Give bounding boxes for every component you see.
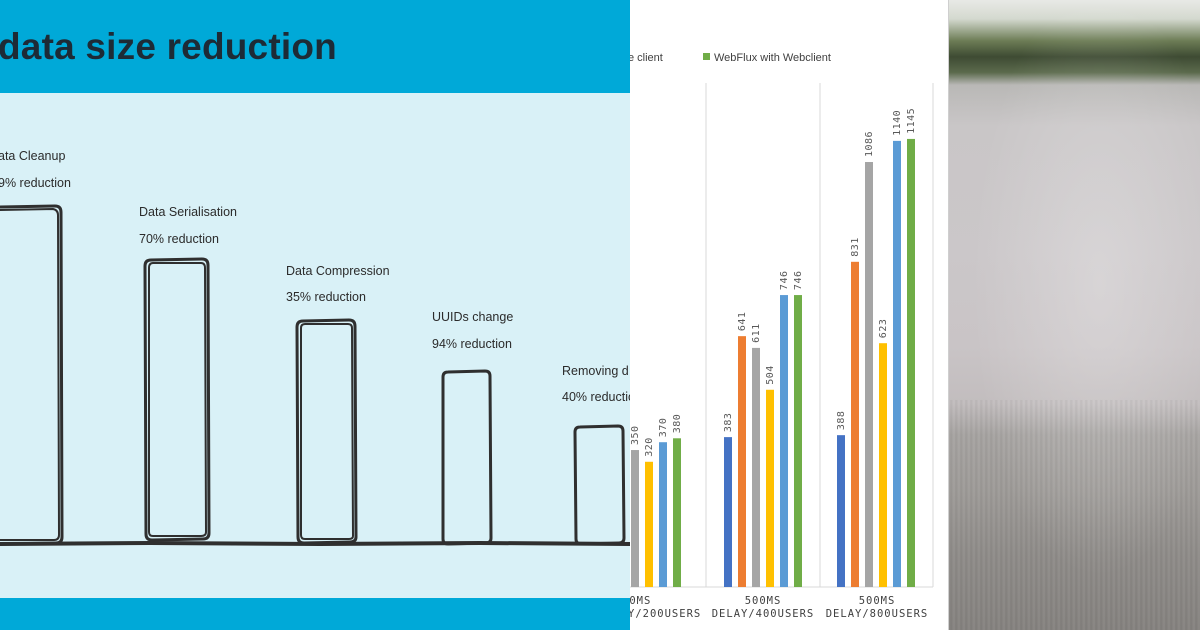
bar-label-s4-c1: 320 xyxy=(644,437,655,457)
sketch-bar-1 xyxy=(0,204,64,546)
bar-label-s4-c3: 623 xyxy=(878,319,889,339)
photo-haze xyxy=(949,0,1200,630)
bars-layer xyxy=(631,138,915,587)
bar-label-s1-c3: 388 xyxy=(836,411,847,431)
bar-label-s1-c2: 383 xyxy=(723,413,734,433)
step-5-name: Removing d xyxy=(562,364,629,378)
category-3-line-2: DELAY/800USERS xyxy=(826,608,929,620)
bar-label-s5-c1: 370 xyxy=(658,418,669,438)
sketch-bar-4 xyxy=(441,369,493,546)
step-4-name: UUIDs change xyxy=(432,310,514,324)
bar-s3-c2 xyxy=(752,347,760,587)
bar-label-s3-c1: 350 xyxy=(630,425,641,445)
bar-s2-c3 xyxy=(851,261,859,587)
slide-bars xyxy=(0,204,630,546)
bar-s6-c3 xyxy=(907,138,915,587)
chart-panel: e client WebFlux with Webclient 383 388 64… xyxy=(630,0,949,630)
bar-s4-c2 xyxy=(766,389,774,587)
bar-s6-c1 xyxy=(673,438,681,587)
bar-label-s3-c2: 611 xyxy=(751,323,762,343)
slide-panel: data size reduction xyxy=(0,0,630,630)
category-3-line-1: 500MS xyxy=(859,595,896,607)
bar-s1-c3 xyxy=(837,435,845,587)
bar-label-s5-c3: 1140 xyxy=(892,110,903,136)
bar-label-s5-c2: 746 xyxy=(779,271,790,291)
legend-swatch-webflux xyxy=(703,53,710,60)
bar-chart: e client WebFlux with Webclient 383 388 64… xyxy=(630,52,934,620)
sketch-bar-3 xyxy=(295,318,358,545)
bar-s5-c2 xyxy=(780,295,788,587)
sketch-bar-2 xyxy=(143,257,211,542)
category-1-line-1: 00MS xyxy=(630,595,651,607)
bar-s5-c3 xyxy=(893,140,901,587)
category-1-line-2: Y/200USERS xyxy=(630,608,701,620)
step-3-name: Data Compression xyxy=(286,264,390,278)
category-2-line-1: 500MS xyxy=(745,595,782,607)
bar-s1-c2 xyxy=(724,437,732,587)
step-4-reduction: 94% reduction xyxy=(432,337,512,351)
bar-label-s2-c2: 641 xyxy=(737,312,748,332)
bar-labels-layer: 383 388 641 831 350 611 1086 320 504 623 370 746 114… xyxy=(630,108,917,457)
step-5-reduction: 40% reductio xyxy=(562,390,630,404)
step-3-reduction: 35% reduction xyxy=(286,290,366,304)
bar-s5-c1 xyxy=(659,442,667,587)
sketch-baseline xyxy=(0,541,630,546)
bar-label-s6-c2: 746 xyxy=(793,271,804,291)
bar-s4-c3 xyxy=(879,343,887,587)
bar-s6-c2 xyxy=(794,295,802,587)
step-2-name: Data Serialisation xyxy=(139,205,237,219)
category-2-line-2: DELAY/400USERS xyxy=(712,608,815,620)
slide-footer xyxy=(0,598,630,630)
bar-label-s6-c3: 1145 xyxy=(906,108,917,134)
bar-label-s6-c1: 380 xyxy=(672,414,683,434)
bar-s3-c1 xyxy=(631,450,639,587)
bar-label-s4-c2: 504 xyxy=(765,365,776,385)
bar-label-s3-c3: 1086 xyxy=(864,131,875,157)
sketch-bar-5 xyxy=(573,424,626,546)
bar-label-s2-c3: 831 xyxy=(850,237,861,257)
bar-s3-c3 xyxy=(865,162,873,587)
legend-label-1: e client xyxy=(630,52,663,64)
bar-s4-c1 xyxy=(645,461,653,587)
slide-header: data size reduction xyxy=(0,0,630,93)
bar-s2-c2 xyxy=(738,336,746,587)
step-1-name: ata Cleanup xyxy=(0,149,66,163)
road-photo xyxy=(949,0,1200,630)
step-1-reduction: 9% reduction xyxy=(0,176,71,190)
slide-title: data size reduction xyxy=(0,26,337,67)
photo-ground-texture xyxy=(949,400,1200,630)
step-2-reduction: 70% reduction xyxy=(139,232,219,246)
legend-label-webflux: WebFlux with Webclient xyxy=(714,52,831,64)
